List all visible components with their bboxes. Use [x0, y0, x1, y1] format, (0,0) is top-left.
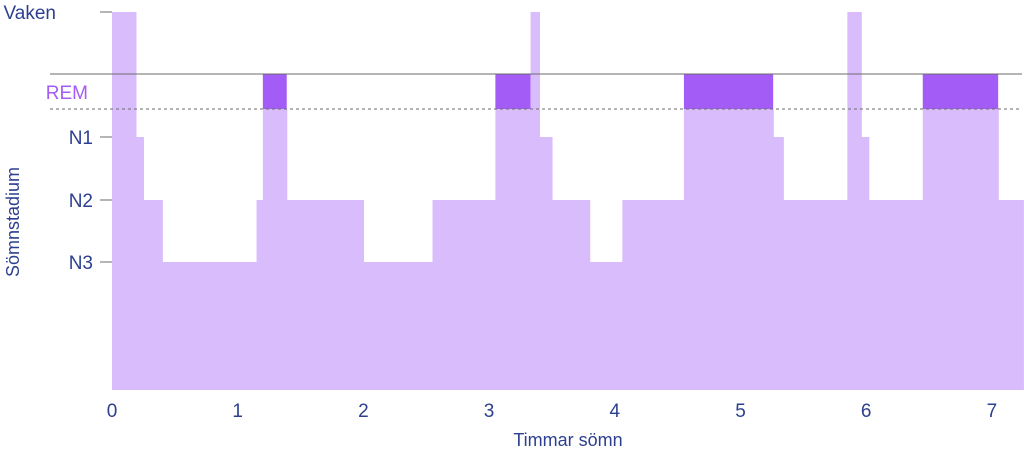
segment-rem-15 [683, 109, 774, 390]
segment-n2-4 [256, 200, 264, 390]
y-tick-label-n2: N2 [69, 191, 93, 212]
segment-n3-3 [162, 262, 258, 390]
segment-n1-11 [539, 137, 553, 390]
y-axis: Vaken REM N1 N2 N3 [4, 3, 112, 274]
x-tick-label-3: 3 [484, 401, 495, 422]
x-tick-label-1: 1 [232, 401, 243, 422]
x-tick-label-5: 5 [735, 401, 746, 422]
x-tick-label-2: 2 [358, 401, 369, 422]
segment-rem-5 [262, 109, 288, 390]
rem-band-9 [495, 74, 531, 109]
segment-n3-7 [363, 262, 434, 390]
segment-rem-21 [922, 109, 999, 390]
y-tick-label-vaken: Vaken [4, 3, 56, 24]
segment-n2-12 [551, 200, 591, 390]
x-tick-label-0: 0 [107, 401, 118, 422]
segment-n2-20 [868, 200, 924, 390]
segment-n2-2 [143, 200, 163, 390]
segment-n1-16 [773, 137, 784, 390]
y-tick-label-rem: REM [46, 83, 88, 104]
segment-n2-22 [998, 200, 1024, 390]
segment-vaken-18 [847, 12, 862, 390]
x-tick-label-6: 6 [861, 401, 872, 422]
segment-n1-19 [861, 137, 870, 390]
x-tick-label-4: 4 [610, 401, 621, 422]
segment-vaken-0 [112, 12, 137, 390]
segment-rem-9 [495, 109, 532, 390]
segment-n2-17 [783, 200, 848, 390]
rem-band-5 [262, 74, 287, 109]
rem-band-21 [922, 74, 999, 109]
segment-n3-13 [589, 262, 623, 390]
segment-n1-1 [135, 137, 145, 390]
x-axis-title: Timmar sömn [513, 430, 622, 450]
rem-band-15 [683, 74, 774, 109]
y-tick-label-n1: N1 [69, 128, 93, 149]
y-tick-label-n3: N3 [69, 253, 93, 274]
segment-vaken-10 [530, 12, 540, 390]
segment-n2-6 [286, 200, 364, 390]
sleep-area-layer [112, 12, 1024, 390]
x-axis: 0 1 2 3 4 5 6 7 [107, 401, 997, 422]
x-tick-label-7: 7 [987, 401, 998, 422]
y-axis-title: Sömnstadium [3, 167, 23, 277]
segment-n2-8 [432, 200, 496, 390]
segment-n2-14 [622, 200, 685, 390]
